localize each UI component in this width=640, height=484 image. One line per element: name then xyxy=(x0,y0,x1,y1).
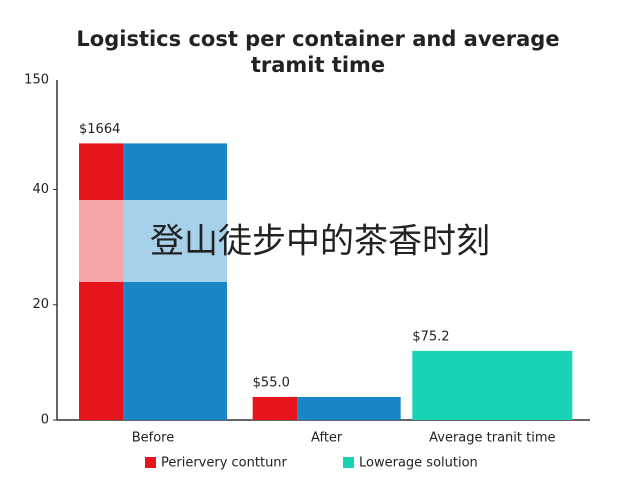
chart-title: tramit time xyxy=(251,53,385,77)
bar xyxy=(252,396,298,420)
bar xyxy=(297,396,401,420)
overlay-text: 登山徒步中的茶香时刻 xyxy=(150,222,490,262)
x-tick-label: Before xyxy=(132,431,175,446)
overlay-band xyxy=(59,200,619,282)
y-top-label: 150 xyxy=(24,73,49,88)
bar-annotation: $1664 xyxy=(79,122,120,137)
bar xyxy=(412,350,573,420)
legend-label: Periervery conttunr xyxy=(161,456,288,471)
legend-swatch xyxy=(145,457,156,468)
y-tick-label: 20 xyxy=(32,297,49,312)
legend-swatch xyxy=(343,457,354,468)
bar-annotation: $75.2 xyxy=(412,329,449,344)
y-tick-label: 0 xyxy=(41,413,49,428)
bar-annotation: $55.0 xyxy=(253,375,290,390)
legend-label: Lowerage solution xyxy=(359,456,478,471)
x-tick-label: After xyxy=(311,431,343,446)
x-tick-label: Average tranit time xyxy=(429,431,555,446)
chart-title: Logistics cost per container and average xyxy=(76,27,559,51)
y-tick-label: 40 xyxy=(32,182,49,197)
